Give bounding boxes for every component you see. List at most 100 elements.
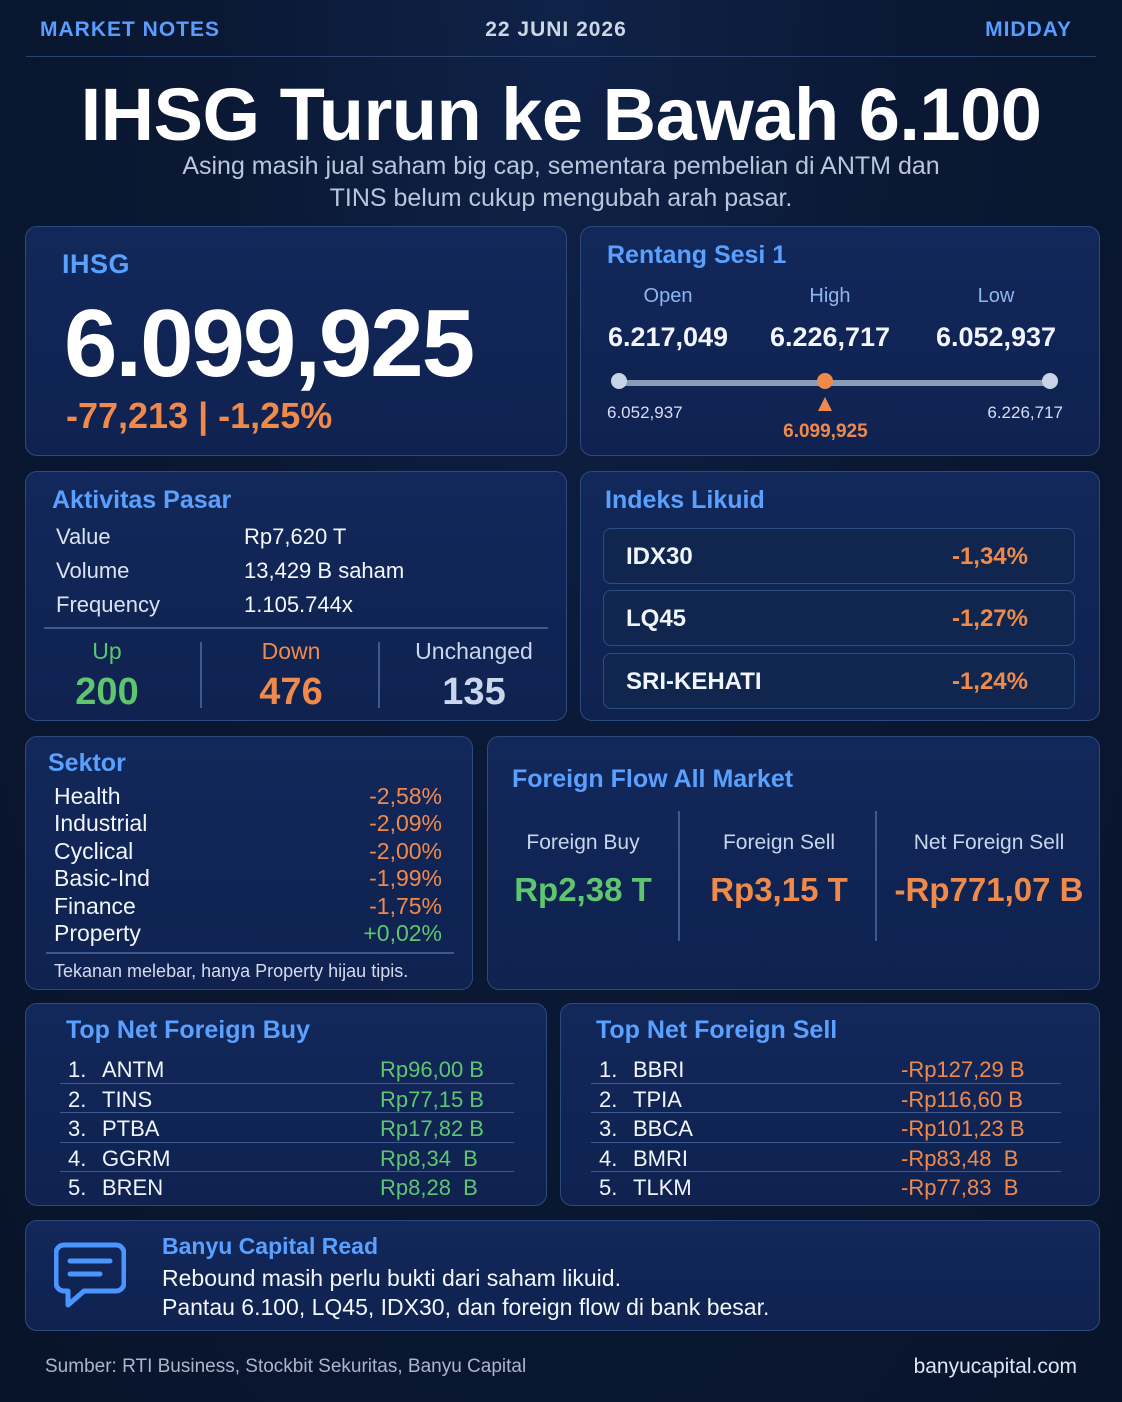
ticker: BREN — [102, 1175, 164, 1200]
range-track — [619, 380, 1049, 386]
activity-divider — [44, 627, 548, 629]
foreign-divider — [875, 811, 877, 941]
sector-row: Basic-Ind -1,99% — [54, 865, 442, 892]
sector-row: Health -2,58% — [54, 783, 442, 810]
sector-row: Finance -1,75% — [54, 893, 442, 920]
rank: 1. — [599, 1057, 618, 1082]
page-title: IHSG Turun ke Bawah 6.100 — [80, 73, 1042, 156]
foreign-buy-label: Foreign Buy — [526, 831, 640, 854]
range-min-label: 6.052,937 — [607, 403, 683, 422]
top-buy-row: 1. ANTM Rp96,00 B — [60, 1054, 514, 1084]
sector-title: Sektor — [48, 749, 126, 777]
banyu-read-card: Banyu Capital Read Rebound masih perlu b… — [25, 1220, 1100, 1331]
source-text: Sumber: RTI Business, Stockbit Sekuritas… — [45, 1356, 527, 1377]
open-label: Open — [643, 285, 693, 307]
sector-change: -1,75% — [369, 893, 442, 919]
top-sell-row: 4. BMRI -Rp83,48 B — [591, 1143, 1061, 1172]
breadth-down: Down 476 — [206, 638, 376, 714]
rank: 2. — [599, 1086, 618, 1112]
flow-value: Rp8,28 B — [380, 1175, 478, 1200]
rank: 3. — [599, 1116, 618, 1141]
foreign-flow-card: Foreign Flow All Market Foreign Buy Rp2,… — [487, 736, 1100, 990]
top-bar: MARKET NOTES 22 JUNI 2026 MIDDAY — [40, 18, 1072, 48]
ticker: GGRM — [102, 1145, 171, 1171]
sector-change: -2,58% — [369, 783, 442, 809]
index-change: -1,24% — [951, 668, 1028, 695]
subtitle-line-1: Asing masih jual saham big cap, sementar… — [182, 152, 940, 180]
ihsg-card: IHSG 6.099,925 -77,213 | -1,25% — [25, 226, 567, 456]
sector-name: Industrial — [54, 810, 148, 836]
rank: 5. — [68, 1175, 87, 1200]
indices-title: Indeks Likuid — [605, 486, 765, 514]
index-name: LQ45 — [626, 605, 687, 632]
rank: 4. — [599, 1145, 618, 1171]
breadth-divider — [378, 642, 380, 708]
up-label: Up — [92, 638, 122, 664]
low-value: 6.052,937 — [935, 322, 1057, 352]
sector-change: +0,02% — [363, 920, 442, 946]
sector-name: Basic-Ind — [54, 865, 150, 891]
market-activity-card: Aktivitas Pasar Value Rp7,620 T Volume 1… — [25, 471, 567, 721]
sector-name: Property — [54, 920, 141, 946]
range-max-label: 6.226,717 — [987, 403, 1063, 422]
section-label: MARKET NOTES — [40, 18, 220, 41]
sector-change: -1,99% — [369, 865, 442, 891]
activity-value: Rp7,620 T — [244, 524, 347, 549]
index-change: -1,34% — [951, 543, 1028, 570]
index-row-sri-kehati: SRI-KEHATI -1,24% — [603, 653, 1075, 709]
foreign-title: Foreign Flow All Market — [512, 765, 794, 793]
activity-label: Frequency — [56, 592, 160, 617]
breadth-divider — [200, 642, 202, 708]
range-max-dot — [1042, 373, 1058, 389]
page-subtitle: Asing masih jual saham big cap, sementar… — [110, 150, 1012, 214]
top-sell-row: 2. TPIA -Rp116,60 B — [591, 1084, 1061, 1113]
index-name: IDX30 — [626, 543, 693, 570]
flow-value: Rp77,15 B — [380, 1086, 484, 1112]
range-low: Low 6.052,937 — [921, 285, 1071, 353]
top-buy-row: 5. BREN Rp8,28 B — [60, 1172, 514, 1202]
activity-row-volume: Volume 13,429 B saham — [56, 558, 404, 584]
activity-label: Volume — [56, 558, 130, 583]
foreign-sell-value: Rp3,15 T — [710, 871, 848, 908]
top-net-foreign-buy-card: Top Net Foreign Buy 1. ANTM Rp96,00 B 2. TI… — [25, 1003, 547, 1206]
foreign-buy: Foreign Buy Rp2,38 T — [488, 831, 678, 909]
website-link[interactable]: banyucapital.com — [913, 1355, 1077, 1378]
flow-value: Rp8,34 B — [380, 1145, 478, 1171]
range-current-dot — [817, 373, 834, 389]
activity-row-frequency: Frequency 1.105.744x — [56, 592, 353, 618]
sector-change: -2,00% — [369, 838, 442, 864]
high-label: High — [809, 285, 851, 307]
ticker: PTBA — [102, 1116, 160, 1141]
up-value: 200 — [75, 671, 139, 713]
unchanged-value: 135 — [442, 671, 506, 713]
top-sell-row: 3. BBCA -Rp101,23 B — [591, 1113, 1061, 1143]
range-high: High 6.226,717 — [755, 285, 905, 353]
unchanged-label: Unchanged — [415, 638, 533, 664]
index-change: -1,27% — [951, 605, 1028, 632]
range-open: Open 6.217,049 — [593, 285, 743, 353]
range-current-label: 6.099,925 — [783, 421, 868, 442]
read-title: Banyu Capital Read — [162, 1233, 378, 1259]
subtitle-line-2: TINS belum cukup mengubah arah pasar. — [329, 184, 793, 212]
breadth-unchanged: Unchanged 135 — [389, 638, 559, 714]
high-value: 6.226,717 — [769, 322, 891, 352]
foreign-sell-label: Foreign Sell — [722, 831, 836, 854]
chat-icon — [54, 1242, 126, 1308]
flow-value: -Rp127,29 B — [901, 1057, 1025, 1082]
ticker: BBCA — [633, 1116, 693, 1141]
top-net-foreign-sell-card: Top Net Foreign Sell 1. BBRI -Rp127,29 B 2… — [560, 1003, 1100, 1206]
sector-row: Cyclical -2,00% — [54, 838, 442, 865]
current-arrow-icon — [818, 397, 833, 411]
range-title: Rentang Sesi 1 — [607, 241, 787, 269]
sector-change: -2,09% — [369, 810, 442, 836]
top-buy-row: 3. PTBA Rp17,82 B — [60, 1113, 514, 1143]
activity-value: 13,429 B saham — [244, 558, 405, 583]
flow-value: -Rp83,48 B — [901, 1145, 1019, 1171]
ticker: BMRI — [633, 1145, 688, 1171]
rank: 5. — [599, 1175, 618, 1200]
foreign-divider — [678, 811, 680, 941]
ihsg-label: IHSG — [62, 249, 131, 279]
down-value: 476 — [259, 671, 323, 713]
flow-value: -Rp116,60 B — [901, 1086, 1023, 1112]
ticker: TINS — [102, 1086, 153, 1112]
